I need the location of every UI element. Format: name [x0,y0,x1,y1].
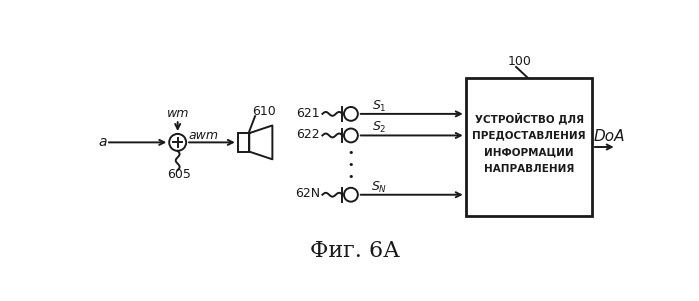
Text: wm: wm [166,107,189,119]
Text: 605: 605 [167,168,191,181]
Text: a: a [99,135,107,149]
Text: Фиг. 6А: Фиг. 6А [310,240,400,262]
Text: $S_2$: $S_2$ [372,120,387,135]
Bar [466,79,592,216]
Text: •
•
•: • • • [347,148,354,182]
Text: $S_1$: $S_1$ [372,99,387,114]
Text: 621: 621 [296,107,320,119]
Text: 62N: 62N [295,188,320,200]
Text: 100: 100 [508,55,532,68]
Text: awm: awm [188,129,218,142]
Bar [238,133,250,152]
Polygon shape [250,126,273,159]
Text: $S_N$: $S_N$ [371,179,387,194]
Text: 610: 610 [252,105,276,118]
Text: 622: 622 [296,128,320,141]
Text: УСТРОЙСТВО ДЛЯ
ПРЕДОСТАВЛЕНИЯ
ИНФОРМАЦИИ
НАПРАВЛЕНИЯ: УСТРОЙСТВО ДЛЯ ПРЕДОСТАВЛЕНИЯ ИНФОРМАЦИИ… [473,113,586,174]
Text: DoA: DoA [593,129,625,144]
